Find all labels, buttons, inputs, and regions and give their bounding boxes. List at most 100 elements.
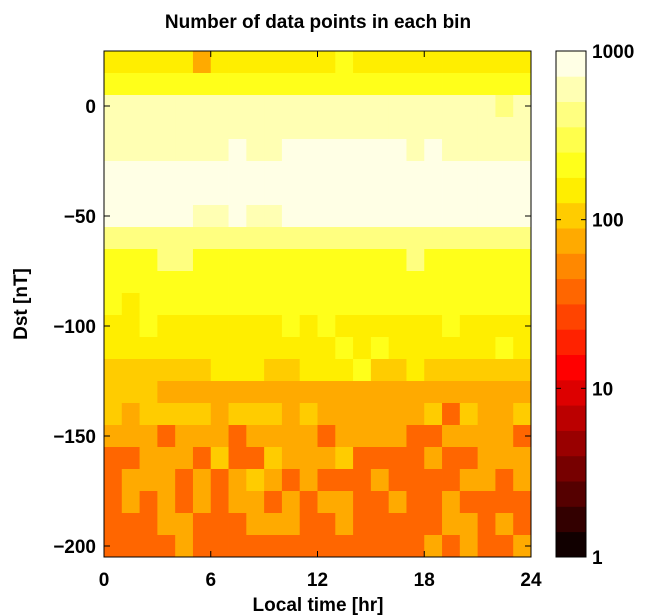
heatmap-cell (353, 73, 372, 96)
heatmap-cell (121, 337, 140, 360)
heatmap-cell (157, 95, 176, 118)
heatmap-cell (370, 491, 390, 514)
colorbar-block (556, 202, 586, 229)
heatmap-cell (317, 513, 336, 536)
heatmap-cell (513, 535, 532, 558)
heatmap-cell (513, 161, 532, 184)
heatmap-cell (104, 315, 123, 338)
heatmap-cell (370, 293, 390, 316)
heatmap-cell (388, 469, 407, 492)
heatmap-cell (210, 315, 229, 338)
heatmap-cell (353, 95, 372, 118)
heatmap-cell (406, 447, 425, 470)
heatmap-cell (157, 51, 176, 74)
heatmap-cell (192, 161, 212, 184)
heatmap-cell (264, 315, 283, 338)
heatmap-cell (228, 381, 247, 404)
heatmap-cell (477, 469, 496, 492)
heatmap-cell (353, 447, 372, 470)
heatmap-cell (157, 403, 176, 426)
heatmap-cell (210, 249, 229, 272)
heatmap-cell (139, 161, 158, 184)
heatmap-cell (210, 469, 229, 492)
heatmap-cell (442, 469, 461, 492)
heatmap-cell (157, 73, 176, 96)
colorbar-block (556, 253, 586, 280)
heatmap-cell (175, 315, 194, 338)
heatmap-cell (335, 205, 354, 228)
heatmap-cell (459, 293, 479, 316)
heatmap-cell (246, 139, 265, 162)
heatmap-cell (264, 491, 283, 514)
heatmap-cell (210, 337, 229, 360)
heatmap-cell (513, 205, 532, 228)
heatmap-cell (442, 117, 461, 140)
heatmap-cell (299, 447, 318, 470)
heatmap-cell (228, 249, 247, 272)
heatmap-cell (175, 139, 194, 162)
heatmap-cell (281, 183, 301, 206)
heatmap-cell (406, 95, 425, 118)
heatmap-cell (335, 51, 354, 74)
heatmap-cell (335, 73, 354, 96)
heatmap-cell (121, 293, 140, 316)
heatmap-cell (210, 139, 229, 162)
heatmap-cell (139, 271, 158, 294)
heatmap-cell (335, 293, 354, 316)
colorbar-block (556, 126, 586, 153)
heatmap-cell (228, 183, 247, 206)
heatmap-cell (246, 447, 265, 470)
heatmap-cell (406, 161, 425, 184)
heatmap-cell (317, 227, 336, 250)
heatmap-cell (139, 535, 158, 558)
colorbar-block (556, 430, 586, 457)
heatmap-cell (513, 183, 532, 206)
colorbar-tick-label: 1 (592, 548, 603, 569)
heatmap-cell (424, 491, 443, 514)
heatmap-cell (264, 359, 283, 382)
heatmap-cell (139, 337, 158, 360)
heatmap-cell (175, 513, 194, 536)
heatmap-cell (477, 535, 496, 558)
heatmap-cell (513, 359, 532, 382)
heatmap-cell (192, 359, 212, 382)
heatmap-cell (157, 513, 176, 536)
heatmap-cell (192, 425, 212, 448)
heatmap-cell (477, 513, 496, 536)
heatmap-cell (246, 381, 265, 404)
heatmap-cell (442, 271, 461, 294)
heatmap-cell (299, 249, 318, 272)
heatmap-cell (281, 337, 301, 360)
heatmap-cell (104, 469, 123, 492)
colorbar-block (556, 531, 586, 558)
heatmap-cell (370, 513, 390, 536)
heatmap-cell (370, 51, 390, 74)
heatmap-cell (370, 381, 390, 404)
heatmap-cell (246, 425, 265, 448)
heatmap-cell (246, 205, 265, 228)
heatmap-cell (353, 227, 372, 250)
heatmap-cell (388, 139, 407, 162)
heatmap-cell (513, 425, 532, 448)
heatmap-cell (442, 139, 461, 162)
heatmap-cell (459, 469, 479, 492)
heatmap-cell (513, 249, 532, 272)
heatmap-cell (495, 73, 514, 96)
heatmap-cell (281, 249, 301, 272)
heatmap-cell (246, 293, 265, 316)
heatmap-cell (175, 359, 194, 382)
heatmap-cell (157, 161, 176, 184)
heatmap-cell (281, 315, 301, 338)
heatmap-cell (299, 271, 318, 294)
heatmap-cell (388, 513, 407, 536)
heatmap-cell (281, 469, 301, 492)
heatmap-cell (370, 315, 390, 338)
heatmap-cell (406, 271, 425, 294)
heatmap-cell (299, 139, 318, 162)
heatmap-cell (495, 95, 514, 118)
chart-title: Number of data points in each bin (165, 12, 471, 33)
heatmap-cell (299, 161, 318, 184)
heatmap-cell (228, 469, 247, 492)
heatmap-cell (406, 117, 425, 140)
